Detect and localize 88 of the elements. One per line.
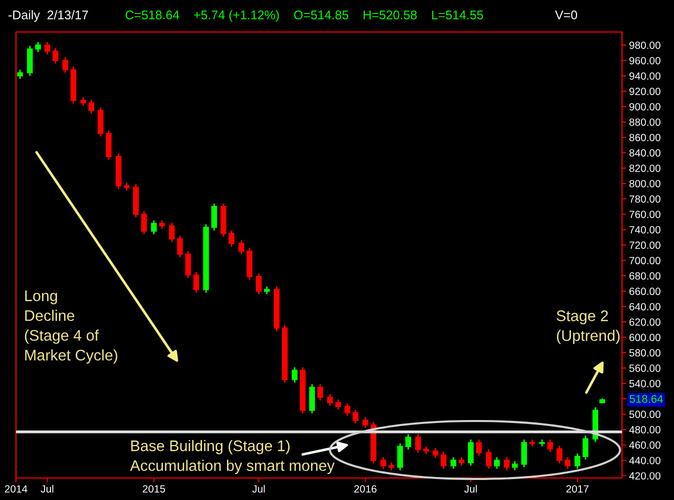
candlestick — [17, 68, 23, 80]
candlestick — [405, 433, 412, 450]
x-tick-label: 2014 — [4, 485, 28, 493]
annotation: Stage 2 (Uptrend) — [556, 310, 620, 344]
y-tick-label: 560.00 — [629, 364, 660, 372]
candlestick — [432, 447, 438, 459]
candlestick — [228, 230, 234, 248]
candlestick — [35, 41, 41, 53]
candlestick — [27, 45, 33, 77]
y-tick-label: 540.00 — [629, 380, 660, 388]
candlestick — [494, 456, 500, 470]
candlestick — [292, 366, 298, 384]
candlestick — [151, 220, 157, 235]
y-tick-label: 880.00 — [629, 118, 660, 126]
candlestick — [185, 250, 191, 279]
candlestick — [52, 47, 58, 64]
candlestick — [440, 451, 446, 470]
y-tick-label: 920.00 — [629, 88, 660, 96]
candlestick — [238, 240, 244, 255]
candlestick — [62, 56, 68, 74]
candlestick — [574, 452, 580, 470]
y-tick-label: 680.00 — [629, 272, 660, 280]
y-tick-label: 420.00 — [629, 472, 660, 480]
candlestick — [547, 438, 554, 453]
annotation: 518.64 — [630, 394, 663, 403]
x-tick-label: 2017 — [566, 485, 588, 493]
y-tick-label: 580.00 — [629, 349, 660, 357]
candlestick — [556, 445, 562, 464]
candlestick — [211, 202, 218, 232]
candlestick — [380, 456, 386, 470]
y-tick-label: 740.00 — [629, 226, 660, 234]
candlestick — [521, 438, 527, 468]
candlestick — [327, 393, 333, 406]
text: V=0 — [555, 10, 578, 20]
candlestick — [486, 448, 492, 470]
candlestick — [106, 130, 112, 160]
candlestick — [98, 106, 104, 138]
candlestick — [450, 456, 456, 470]
y-tick-label: 840.00 — [629, 149, 660, 157]
candlestick — [564, 456, 570, 470]
candlestick — [309, 383, 315, 414]
y-tick-label: 640.00 — [629, 303, 660, 310]
candlestick — [582, 435, 588, 460]
candlestick — [44, 41, 50, 55]
candlestick — [193, 271, 200, 294]
y-tick-label: 620.00 — [629, 318, 660, 326]
y-tick-label: 720.00 — [629, 242, 660, 249]
y-tick-label: 980.00 — [629, 42, 660, 49]
x-tick-label: 2015 — [142, 485, 166, 493]
y-tick-label: 660.00 — [629, 288, 660, 296]
candlestick — [168, 222, 175, 243]
y-tick-label: 440.00 — [629, 456, 660, 464]
y-tick-label: 800.00 — [629, 180, 660, 188]
chart-subtitle: C=518.64 +5.74 (+1.12%) O=514.85 H=520.58 L=514.55 — [126, 10, 484, 22]
candlestick — [352, 408, 358, 424]
y-tick-label: 600.00 — [629, 334, 660, 342]
x-tick-label: Jul — [40, 484, 54, 493]
y-tick-label: 780.00 — [629, 195, 660, 203]
y-tick-label: 900.00 — [629, 103, 660, 110]
candlestick — [415, 433, 421, 454]
candlestick — [468, 438, 474, 466]
y-tick-label: 700.00 — [629, 256, 660, 264]
candlestick — [256, 272, 262, 295]
candlestick — [362, 416, 368, 429]
x-tick-label: 2016 — [354, 485, 376, 493]
candlestick — [504, 456, 510, 472]
annotation: Base Building (Stage 1) Accumulation by smart money — [130, 440, 335, 474]
candlestick — [335, 398, 341, 410]
x-tick-label: Jul — [252, 484, 265, 493]
y-tick-label: 760.00 — [629, 210, 660, 218]
x-tick-label: Jul — [464, 484, 477, 493]
chart-title: -Daily 2/13/17 — [8, 10, 88, 22]
y-tick-label: 960.00 — [629, 56, 660, 64]
candlestick — [476, 438, 482, 456]
candlestick — [512, 460, 518, 472]
y-tick-label: 480.00 — [629, 426, 660, 434]
y-tick-label: 940.00 — [629, 72, 660, 80]
candlestick — [141, 210, 147, 235]
y-tick-label: 500.00 — [629, 410, 660, 418]
annotation: Long Decline (Stage 4 of Market Cycle) — [24, 290, 118, 364]
y-tick-label: 820.00 — [629, 164, 660, 172]
candlestick — [397, 442, 403, 472]
candlestick — [344, 402, 350, 416]
candlestick — [317, 383, 324, 402]
candlestick — [88, 98, 94, 114]
y-tick-label: 860.00 — [629, 134, 660, 142]
y-tick-label: 460.00 — [629, 441, 660, 449]
candlestick — [177, 235, 183, 258]
